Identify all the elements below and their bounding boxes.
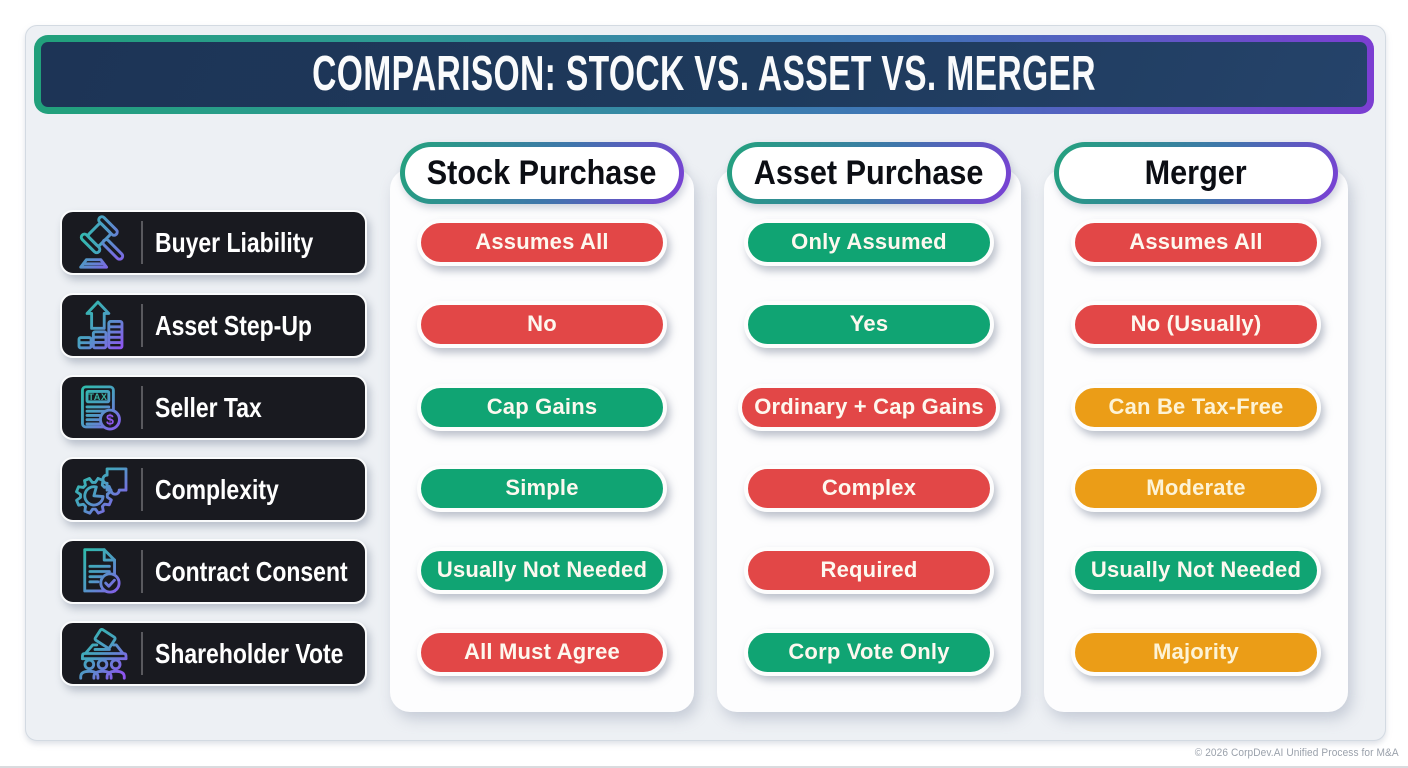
svg-text:$: $ <box>106 413 114 429</box>
svg-text:TAX: TAX <box>88 392 107 402</box>
